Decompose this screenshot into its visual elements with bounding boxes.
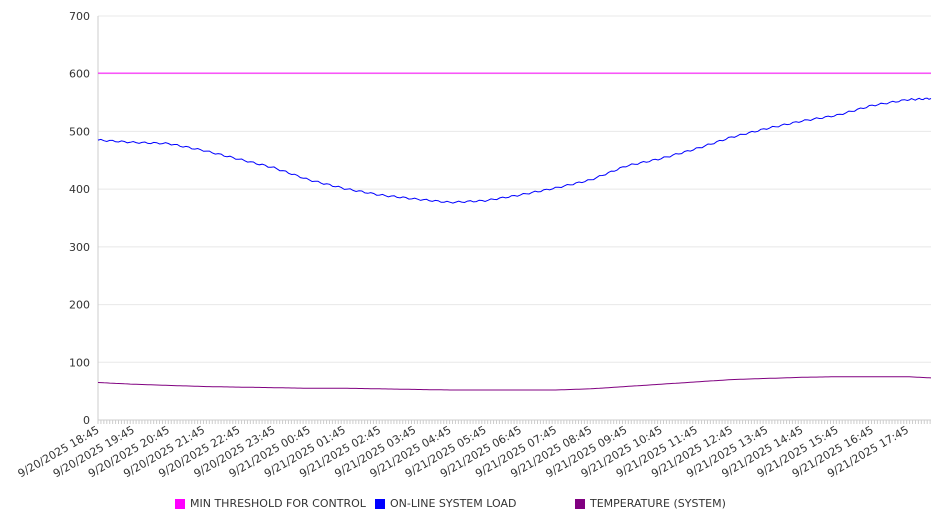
legend-label: ON-LINE SYSTEM LOAD — [390, 497, 517, 510]
y-tick-label: 300 — [69, 241, 90, 254]
y-axis: 0 100 200 300 400 500 600 700 — [69, 10, 99, 427]
legend-label: MIN THRESHOLD FOR CONTROL — [190, 497, 366, 510]
legend-swatch — [575, 498, 585, 509]
series-lines — [97, 72, 932, 391]
legend-swatch — [175, 498, 185, 509]
legend-swatch — [375, 498, 385, 509]
series-line — [97, 376, 932, 391]
y-tick-label: 100 — [69, 356, 90, 369]
legend-item-system-load[interactable]: ON-LINE SYSTEM LOAD — [375, 497, 516, 510]
y-tick-label: 700 — [69, 10, 90, 23]
x-axis: 9/20/2025 18:459/20/2025 19:459/20/2025 … — [16, 419, 931, 480]
legend-item-temperature[interactable]: TEMPERATURE (SYSTEM) — [575, 497, 726, 510]
y-tick-label: 200 — [69, 299, 90, 312]
legend-label: TEMPERATURE (SYSTEM) — [590, 497, 726, 510]
legend-item-threshold[interactable]: MIN THRESHOLD FOR CONTROL — [175, 497, 366, 510]
grid — [98, 15, 931, 363]
y-tick-label: 600 — [69, 68, 90, 81]
y-tick-label: 0 — [83, 414, 90, 427]
y-tick-label: 500 — [69, 125, 90, 138]
series-line — [97, 97, 932, 204]
y-tick-label: 400 — [69, 183, 90, 196]
legend: MIN THRESHOLD FOR CONTROL ON-LINE SYSTEM… — [0, 497, 946, 513]
line-chart: 0 100 200 300 400 500 600 700 9/20/2025 18:459/… — [16, 10, 932, 480]
